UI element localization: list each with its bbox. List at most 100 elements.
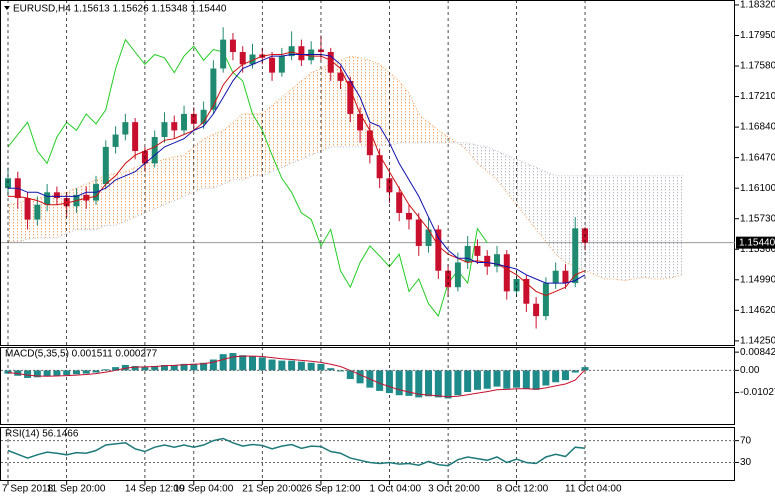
cloud-segment xyxy=(614,175,625,281)
cloud-segment xyxy=(506,155,517,205)
candle-body xyxy=(151,137,158,164)
macd-bar xyxy=(170,364,178,371)
candle-body xyxy=(494,254,500,267)
cloud-segment xyxy=(477,145,488,172)
macd-bar xyxy=(444,370,452,399)
cloud-segment xyxy=(311,68,321,156)
macd-bar xyxy=(4,370,12,374)
macd-bar xyxy=(258,357,266,371)
cloud-segment xyxy=(262,105,273,176)
cloud-segment xyxy=(545,171,556,255)
cloud-segment xyxy=(555,175,566,263)
macd-bar xyxy=(72,370,80,375)
cloud-segment xyxy=(8,203,18,242)
cloud-segment xyxy=(242,113,253,180)
candle-body xyxy=(415,219,422,246)
candle-body xyxy=(181,113,188,131)
y-tick-label: 1.16470 xyxy=(740,152,775,163)
macd-bar xyxy=(121,364,129,371)
macd-bar xyxy=(288,360,296,371)
cloud-segment xyxy=(389,72,400,146)
macd-bar xyxy=(425,370,433,397)
macd-bar xyxy=(24,370,32,378)
cloud-segment xyxy=(467,142,478,164)
cloud-segment xyxy=(223,122,233,185)
macd-bar xyxy=(542,370,550,386)
cloud-segment xyxy=(604,175,615,279)
macd-bar xyxy=(395,370,403,396)
candle-body xyxy=(278,56,285,73)
macd-signal-line xyxy=(7,355,586,398)
cloud-segment xyxy=(174,155,185,201)
cloud-segment xyxy=(154,159,165,209)
macd-panel xyxy=(0,347,735,425)
bid-label: 1.15440 xyxy=(739,237,775,248)
macd-bar xyxy=(297,361,305,371)
y-tick-label: 1.14620 xyxy=(740,305,775,316)
macd-bar xyxy=(464,370,472,392)
macd-bar xyxy=(141,367,149,371)
y-tick-label: 1.14990 xyxy=(740,274,775,285)
macd-bar xyxy=(190,363,198,371)
candle-body xyxy=(63,198,70,207)
candle-body xyxy=(435,229,442,271)
cloud-segment xyxy=(673,175,683,278)
cloud-segment xyxy=(428,122,439,143)
cloud-segment xyxy=(213,130,224,189)
macd-bar xyxy=(53,370,61,376)
candle-body xyxy=(24,198,31,220)
x-tick-label: 19 Sep 04:00 xyxy=(174,484,234,495)
symbol-title: EURUSD,H4 1.15613 1.15626 1.15348 1.1544… xyxy=(13,4,227,15)
cloud-segment xyxy=(76,184,87,230)
macd-bar xyxy=(200,362,208,371)
cloud-segment xyxy=(135,163,145,218)
cloud-segment xyxy=(643,175,654,279)
cloud-segment xyxy=(438,130,449,143)
y-tick-label: 1.15730 xyxy=(740,213,775,224)
cloud-segment xyxy=(184,146,194,197)
cloud-segment xyxy=(47,194,57,238)
macd-bar xyxy=(33,370,41,378)
candle-body xyxy=(484,255,491,267)
y-tick-label: 1.17210 xyxy=(740,91,775,102)
candle-body xyxy=(239,51,246,65)
rsi-panel xyxy=(0,427,735,481)
y-tick-label: 0.00 xyxy=(740,365,760,376)
candle-body xyxy=(454,262,461,288)
candle-body xyxy=(298,46,305,61)
macd-bar xyxy=(180,363,188,371)
macd-bar xyxy=(43,370,51,377)
collapse-arrow[interactable] xyxy=(4,6,10,10)
candle-body xyxy=(171,122,178,131)
main-panel xyxy=(0,0,735,346)
macd-bar xyxy=(131,366,139,371)
span-a-line xyxy=(7,55,683,282)
x-tick-label: 14 Sep 12:00 xyxy=(125,484,185,495)
macd-bar xyxy=(434,370,442,398)
y-tick-label: -0.010273 xyxy=(740,387,775,398)
candle-body xyxy=(102,146,109,185)
macd-bar xyxy=(337,370,345,372)
macd-bar xyxy=(356,370,364,384)
cloud-segment xyxy=(144,161,155,213)
macd-bar xyxy=(278,360,286,371)
cloud-segment xyxy=(320,64,331,152)
y-tick-label: 30 xyxy=(740,457,752,468)
macd-bar xyxy=(63,370,71,376)
cloud-segment xyxy=(252,113,263,176)
y-tick-label: 1.16100 xyxy=(740,183,775,194)
y-tick-label: 70 xyxy=(740,435,752,446)
y-tick-label: 1.17580 xyxy=(740,61,775,72)
cloud-segment xyxy=(487,146,497,180)
macd-bar xyxy=(14,370,22,376)
macd-bar xyxy=(327,368,335,371)
cloud-segment xyxy=(232,113,243,180)
macd-bar xyxy=(317,363,325,371)
cloud-segment xyxy=(125,167,136,222)
macd-bar xyxy=(571,370,579,373)
kijun-line xyxy=(8,54,586,284)
candle-body xyxy=(161,122,168,138)
candle-body xyxy=(327,51,334,73)
